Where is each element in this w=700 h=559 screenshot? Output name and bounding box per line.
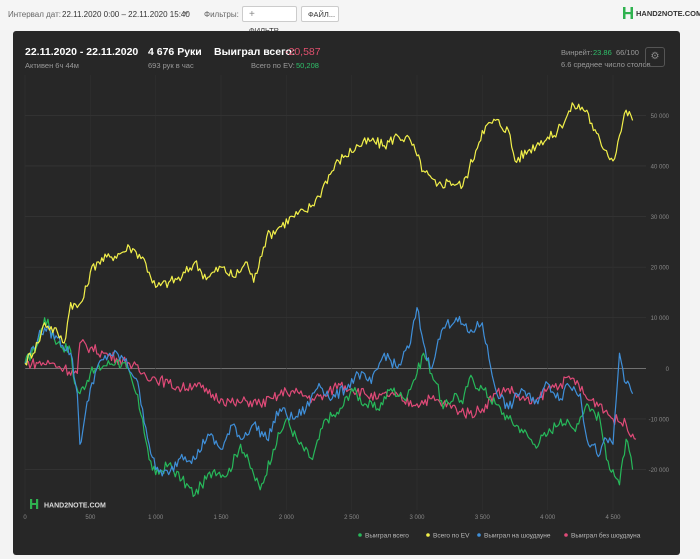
filter-button-label: ФИЛЬТР...	[249, 26, 284, 35]
file-button[interactable]: ФАЙЛ...	[301, 6, 339, 22]
hands-per-hour: 693 рук в час	[148, 61, 194, 70]
won-total-value: -20,587	[285, 46, 321, 58]
plus-icon: +	[249, 9, 255, 20]
toolbar: Интервал дат: 22.11.2020 0:00 – 22.11.20…	[0, 0, 700, 35]
active-time: Активен 6ч 44м	[25, 61, 79, 70]
logo: HAND2NOTE.COM	[623, 7, 700, 19]
avg-tables: 6.6 среднее число столов	[561, 60, 651, 69]
won-total-label: Выиграл всего:	[214, 46, 296, 58]
interval-value[interactable]: 22.11.2020 0:00 – 22.11.2020 15:40	[62, 10, 190, 19]
ev-label: Всего по EV:	[251, 61, 295, 70]
graph-panel: 22.11.2020 - 22.11.2020 Активен 6ч 44м 4…	[13, 31, 680, 555]
hands-count: 4 676 Руки	[148, 46, 202, 58]
logo-text: HAND2NOTE.COM	[636, 8, 700, 18]
filter-button[interactable]: + ФИЛЬТР...	[242, 6, 297, 35]
winrate-unit: 66/100	[616, 48, 639, 57]
date-range: 22.11.2020 - 22.11.2020	[25, 46, 139, 58]
winrate-label: Винрейт:	[561, 48, 593, 57]
chevron-down-icon[interactable]: ▾	[184, 9, 189, 18]
hand2note-logo-icon	[623, 7, 633, 19]
winrate-value: 23.86	[593, 48, 612, 57]
interval-label: Интервал дат:	[8, 10, 61, 19]
ev-value: 50,208	[296, 61, 319, 70]
filters-label: Фильтры:	[204, 10, 239, 19]
settings-gear-icon[interactable]: ⚙	[645, 47, 665, 67]
